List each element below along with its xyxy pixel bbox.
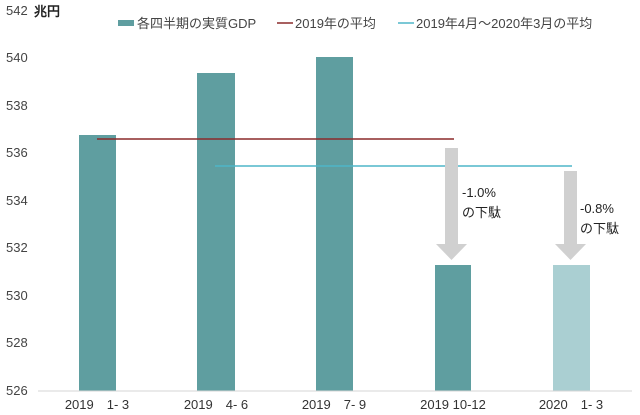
- y-tick-538: 538: [6, 98, 28, 113]
- legend-bar-label: 各四半期の実質GDP: [137, 16, 256, 31]
- bar-2020q1: [553, 265, 590, 391]
- annotation-2-pct: -0.8%: [580, 201, 614, 216]
- bar-2019q2: [197, 73, 235, 391]
- y-tick-530: 530: [6, 288, 28, 303]
- y-tick-542: 542: [6, 3, 28, 18]
- x-label-2020q1: 2020 1- 3: [539, 397, 603, 412]
- y-axis-ticks: 542 540 538 536 534 532 530 528 526: [6, 3, 28, 398]
- x-label-2019q4: 2019 10-12: [420, 397, 486, 412]
- bar-2019q1: [79, 135, 116, 391]
- legend-bar-swatch: [118, 20, 134, 26]
- annotation-1-text: の下駄: [462, 205, 501, 220]
- x-axis-labels: 2019 1- 3 2019 4- 6 2019 7- 9 2019 10-12…: [65, 397, 603, 412]
- y-tick-540: 540: [6, 50, 28, 65]
- x-label-2019q3: 2019 7- 9: [302, 397, 366, 412]
- annotation-1-pct: -1.0%: [462, 185, 496, 200]
- legend-2019-label: 2019年の平均: [295, 16, 376, 31]
- unit-label: 兆円: [34, 4, 60, 19]
- bar-2019q3: [316, 57, 353, 391]
- bars: [79, 57, 590, 391]
- y-tick-526: 526: [6, 383, 28, 398]
- y-tick-536: 536: [6, 145, 28, 160]
- legend-fy-label: 2019年4月～2020年3月の平均: [416, 16, 592, 31]
- y-tick-532: 532: [6, 240, 28, 255]
- annotation-2-text: の下駄: [580, 221, 619, 236]
- y-tick-534: 534: [6, 193, 28, 208]
- legend: 各四半期の実質GDP 2019年の平均 2019年4月～2020年3月の平均: [118, 16, 592, 31]
- x-label-2019q2: 2019 4- 6: [184, 397, 248, 412]
- down-arrow-icon: [436, 148, 467, 260]
- bar-2019q4: [435, 265, 471, 391]
- down-arrow-icon: [555, 171, 586, 260]
- x-label-2019q1: 2019 1- 3: [65, 397, 129, 412]
- y-tick-528: 528: [6, 335, 28, 350]
